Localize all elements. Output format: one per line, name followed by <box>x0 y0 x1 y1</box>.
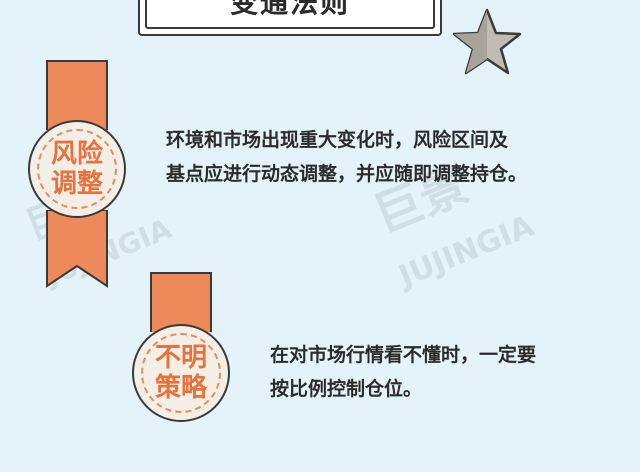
ribbon-tail <box>46 210 108 288</box>
badge-label-top: 风险 <box>50 139 103 169</box>
medal-unclear-strategy: 不明 策略 <box>132 272 242 472</box>
title-banner: 变通法则 <box>138 0 442 36</box>
badge-label-bottom: 调整 <box>50 169 103 199</box>
section-text-unclear-strategy: 在对市场行情看不懂时，一定要 按比例控制仓位。 <box>270 338 536 406</box>
page-title: 变通法则 <box>229 0 350 19</box>
text-line: 基点应进行动态调整，并应随即调整持仓。 <box>166 163 528 185</box>
medal-risk-adjust: 风险 调整 <box>28 60 138 320</box>
badge-inner: 不明 策略 <box>141 333 221 413</box>
text-line: 在对市场行情看不懂时，一定要 <box>270 344 537 366</box>
section-text-risk-adjust: 环境和市场出现重大变化时，风险区间及 基点应进行动态调整，并应随即调整持仓。 <box>166 123 527 191</box>
text-line: 环境和市场出现重大变化时，风险区间及 <box>166 129 509 151</box>
text-line: 按比例控制仓位。 <box>270 378 423 400</box>
ribbon-top <box>46 60 108 130</box>
badge-circle: 不明 策略 <box>132 324 230 422</box>
badge-inner: 风险 调整 <box>37 129 117 209</box>
badge-circle: 风险 调整 <box>28 120 126 218</box>
title-banner-inner: 变通法则 <box>145 0 435 29</box>
star-icon <box>452 8 522 75</box>
ribbon-top <box>150 272 212 332</box>
badge-label-top: 不明 <box>154 343 207 373</box>
badge-label-bottom: 策略 <box>154 373 207 403</box>
